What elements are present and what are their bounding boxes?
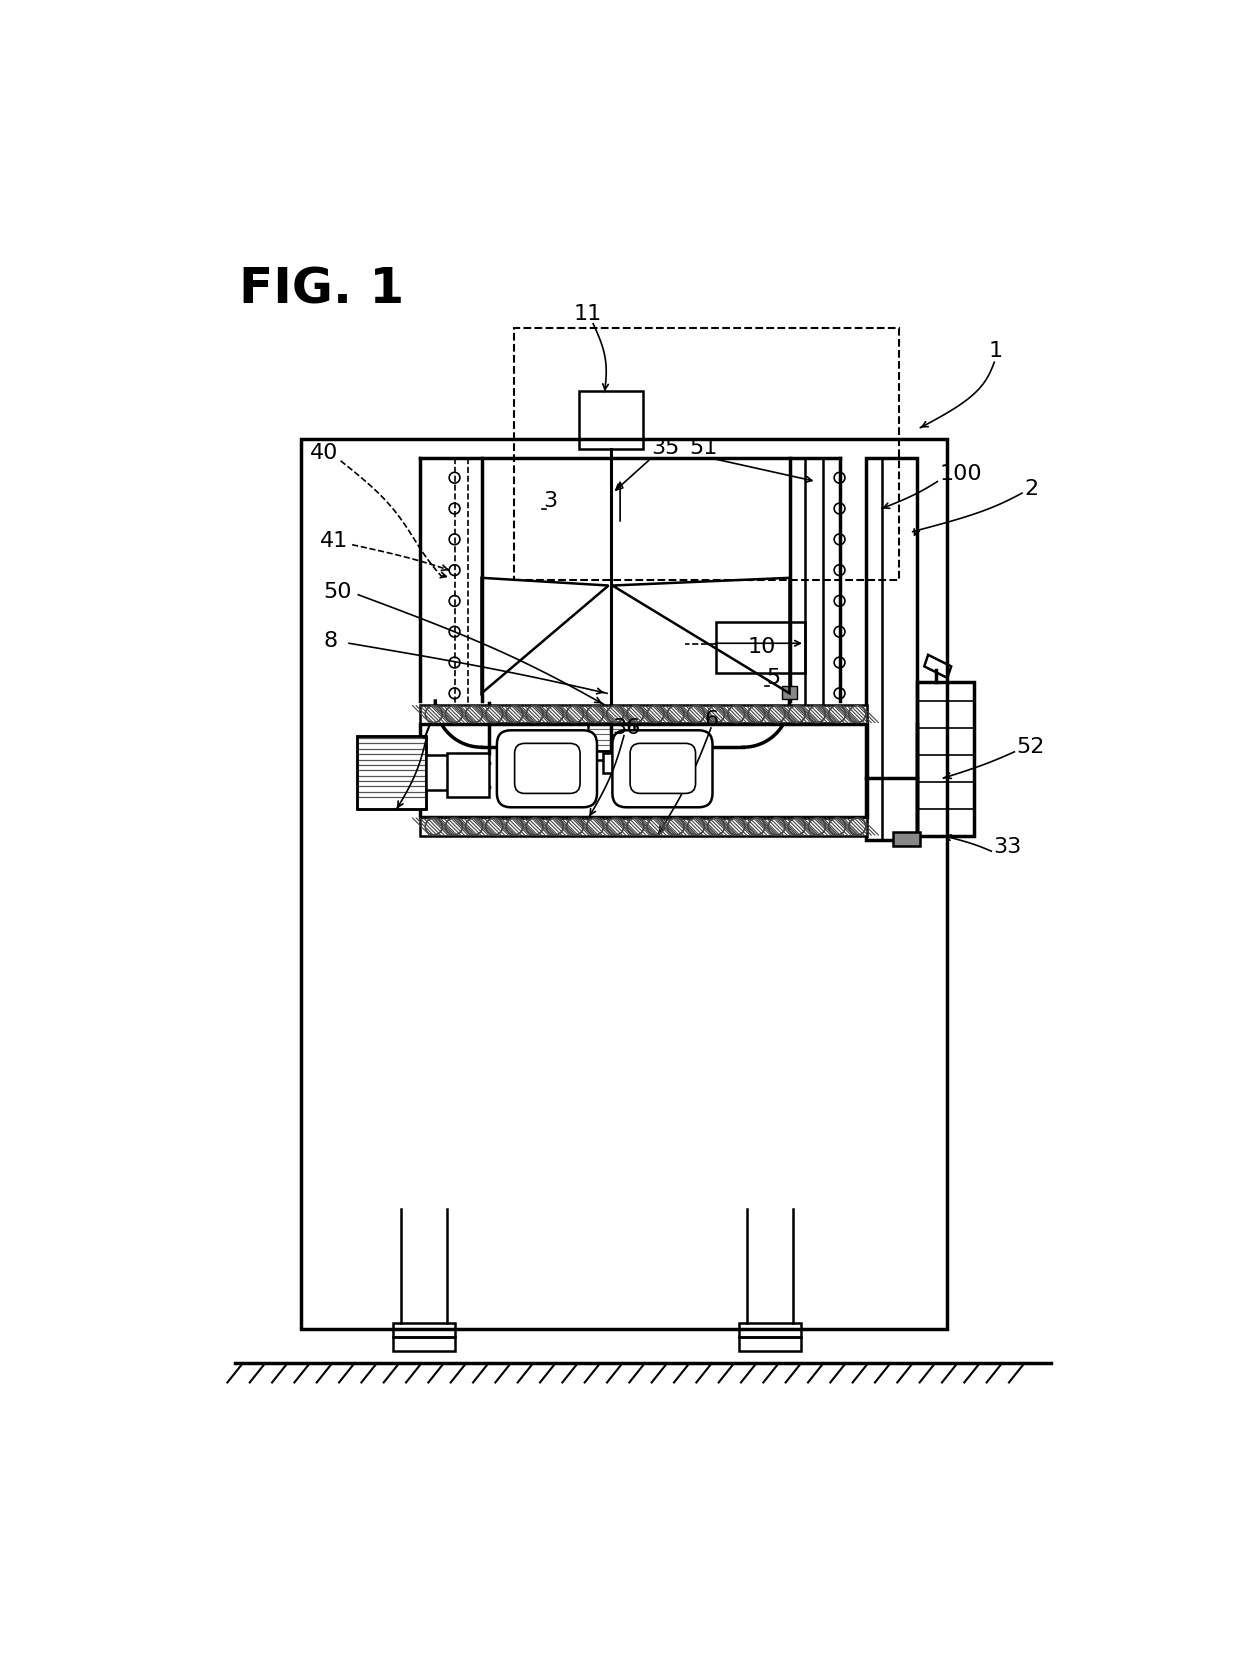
Ellipse shape xyxy=(526,705,543,722)
Ellipse shape xyxy=(506,819,523,836)
Ellipse shape xyxy=(748,819,765,836)
Ellipse shape xyxy=(445,705,463,722)
Ellipse shape xyxy=(466,819,482,836)
Ellipse shape xyxy=(567,705,583,722)
Bar xyxy=(579,391,644,449)
Ellipse shape xyxy=(667,819,684,836)
Ellipse shape xyxy=(606,705,624,722)
Ellipse shape xyxy=(849,705,866,722)
Text: 51: 51 xyxy=(689,438,718,458)
FancyBboxPatch shape xyxy=(630,744,696,794)
Ellipse shape xyxy=(708,819,724,836)
Text: 40: 40 xyxy=(310,443,339,463)
Text: 10: 10 xyxy=(748,637,776,657)
Ellipse shape xyxy=(445,819,463,836)
Ellipse shape xyxy=(849,819,866,836)
Text: 1: 1 xyxy=(988,341,1002,361)
Text: 41: 41 xyxy=(320,531,348,551)
Ellipse shape xyxy=(547,705,563,722)
Bar xyxy=(357,735,427,809)
Bar xyxy=(867,458,916,839)
Bar xyxy=(420,817,867,836)
Bar xyxy=(588,709,634,750)
Text: 100: 100 xyxy=(940,465,982,485)
Ellipse shape xyxy=(728,819,745,836)
Ellipse shape xyxy=(425,705,443,722)
Text: 3: 3 xyxy=(543,491,557,511)
Bar xyxy=(513,328,899,580)
Bar xyxy=(739,1337,801,1350)
Ellipse shape xyxy=(708,705,724,722)
Bar xyxy=(595,750,626,760)
Bar xyxy=(717,623,805,672)
Ellipse shape xyxy=(667,705,684,722)
Ellipse shape xyxy=(587,819,604,836)
Bar xyxy=(894,832,920,846)
Text: 11: 11 xyxy=(574,304,603,324)
Ellipse shape xyxy=(808,705,826,722)
Ellipse shape xyxy=(567,819,583,836)
Ellipse shape xyxy=(768,705,785,722)
Text: 7: 7 xyxy=(418,724,433,744)
Ellipse shape xyxy=(627,819,644,836)
Ellipse shape xyxy=(606,819,624,836)
Ellipse shape xyxy=(789,705,805,722)
FancyBboxPatch shape xyxy=(497,730,596,807)
Ellipse shape xyxy=(647,705,665,722)
Ellipse shape xyxy=(687,819,704,836)
Text: 50: 50 xyxy=(324,582,352,602)
Ellipse shape xyxy=(526,819,543,836)
Text: 52: 52 xyxy=(1017,737,1045,757)
Ellipse shape xyxy=(506,705,523,722)
Text: 5: 5 xyxy=(766,668,781,688)
Bar xyxy=(427,755,448,790)
Ellipse shape xyxy=(789,819,805,836)
Ellipse shape xyxy=(627,705,644,722)
Bar xyxy=(357,735,427,809)
Ellipse shape xyxy=(808,819,826,836)
Bar xyxy=(739,1323,801,1337)
Bar xyxy=(916,682,975,836)
Ellipse shape xyxy=(486,705,502,722)
Ellipse shape xyxy=(748,705,765,722)
Ellipse shape xyxy=(486,819,502,836)
Bar xyxy=(300,439,947,1328)
Ellipse shape xyxy=(768,819,785,836)
Text: FIG. 1: FIG. 1 xyxy=(239,266,404,314)
Ellipse shape xyxy=(687,705,704,722)
Bar xyxy=(446,754,490,797)
Ellipse shape xyxy=(728,705,745,722)
Ellipse shape xyxy=(425,819,443,836)
Ellipse shape xyxy=(547,819,563,836)
Bar xyxy=(393,1337,455,1350)
FancyBboxPatch shape xyxy=(515,744,580,794)
Text: 8: 8 xyxy=(324,632,337,652)
Ellipse shape xyxy=(828,705,846,722)
Ellipse shape xyxy=(587,705,604,722)
Text: 2: 2 xyxy=(1024,480,1038,500)
Bar xyxy=(393,1323,455,1337)
Ellipse shape xyxy=(466,705,482,722)
Bar xyxy=(420,724,867,817)
FancyBboxPatch shape xyxy=(613,730,713,807)
Ellipse shape xyxy=(828,819,846,836)
Bar xyxy=(781,685,797,700)
Text: 33: 33 xyxy=(993,837,1022,857)
Text: 6: 6 xyxy=(704,710,719,730)
Text: 36: 36 xyxy=(613,719,641,739)
Bar xyxy=(420,705,867,724)
Text: 35: 35 xyxy=(651,438,680,458)
Bar xyxy=(603,754,619,772)
Ellipse shape xyxy=(647,819,665,836)
